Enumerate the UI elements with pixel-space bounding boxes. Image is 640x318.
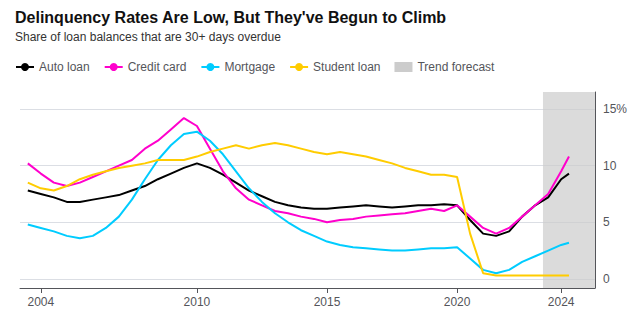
svg-text:2010: 2010 — [184, 295, 211, 309]
svg-text:Mortgage: Mortgage — [224, 60, 275, 74]
svg-text:5: 5 — [603, 215, 610, 229]
svg-text:Auto loan: Auto loan — [39, 60, 90, 74]
svg-text:2020: 2020 — [444, 295, 471, 309]
svg-text:Share of loan balances that ar: Share of loan balances that are 30+ days… — [15, 30, 281, 44]
svg-text:2004: 2004 — [27, 295, 54, 309]
svg-text:Credit card: Credit card — [128, 60, 187, 74]
svg-text:10: 10 — [603, 159, 617, 173]
svg-text:Trend forecast: Trend forecast — [417, 60, 495, 74]
svg-text:Student loan: Student loan — [313, 60, 380, 74]
svg-text:2024: 2024 — [548, 295, 575, 309]
svg-text:2015: 2015 — [314, 295, 341, 309]
svg-text:15%: 15% — [603, 102, 627, 116]
svg-text:Delinquency Rates Are Low, But: Delinquency Rates Are Low, But They've B… — [15, 9, 446, 26]
svg-text:0: 0 — [603, 272, 610, 286]
